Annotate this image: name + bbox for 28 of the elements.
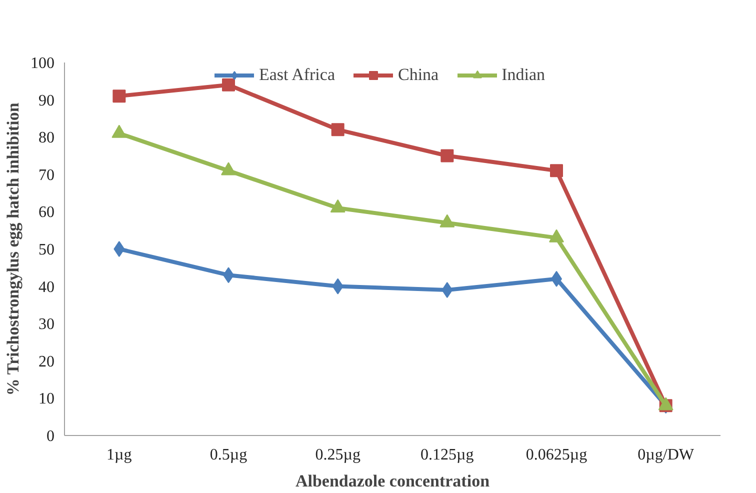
point [550, 164, 563, 178]
y-tick-label: 70 [38, 166, 54, 184]
x-axis-title: Albendazole concentration [295, 472, 490, 490]
legend-label: East Africa [259, 65, 335, 85]
point [440, 149, 454, 162]
point [112, 90, 126, 103]
x-tick-label: 0µg/DW [638, 446, 695, 464]
y-tick-label: 0 [46, 428, 54, 445]
legend-label: Indian [502, 65, 546, 85]
x-tick-label: 0.0625µg [526, 446, 588, 464]
y-axis-title: % Trichostrongylus egg hatch inhibition [4, 102, 22, 396]
y-tick-label: 60 [38, 204, 54, 222]
point [114, 241, 125, 257]
y-tick-label: 40 [38, 278, 54, 296]
x-tick-label: 0.5µg [210, 446, 248, 464]
legend-label: China [398, 65, 439, 85]
y-tick-label: 30 [38, 316, 54, 334]
x-tick-label: 1µg [106, 446, 132, 464]
y-tick-label: 90 [38, 92, 54, 110]
x-tick-label: 0.125µg [420, 446, 474, 464]
y-tick-label: 20 [38, 353, 54, 370]
x-tick-label: 0.25µg [315, 446, 360, 464]
y-tick-label: 10 [38, 390, 54, 408]
y-tick-label: 50 [38, 242, 54, 258]
y-tick-label: 80 [38, 130, 54, 147]
point [222, 78, 235, 92]
y-tick-label: 100 [30, 55, 54, 72]
point [331, 123, 344, 136]
